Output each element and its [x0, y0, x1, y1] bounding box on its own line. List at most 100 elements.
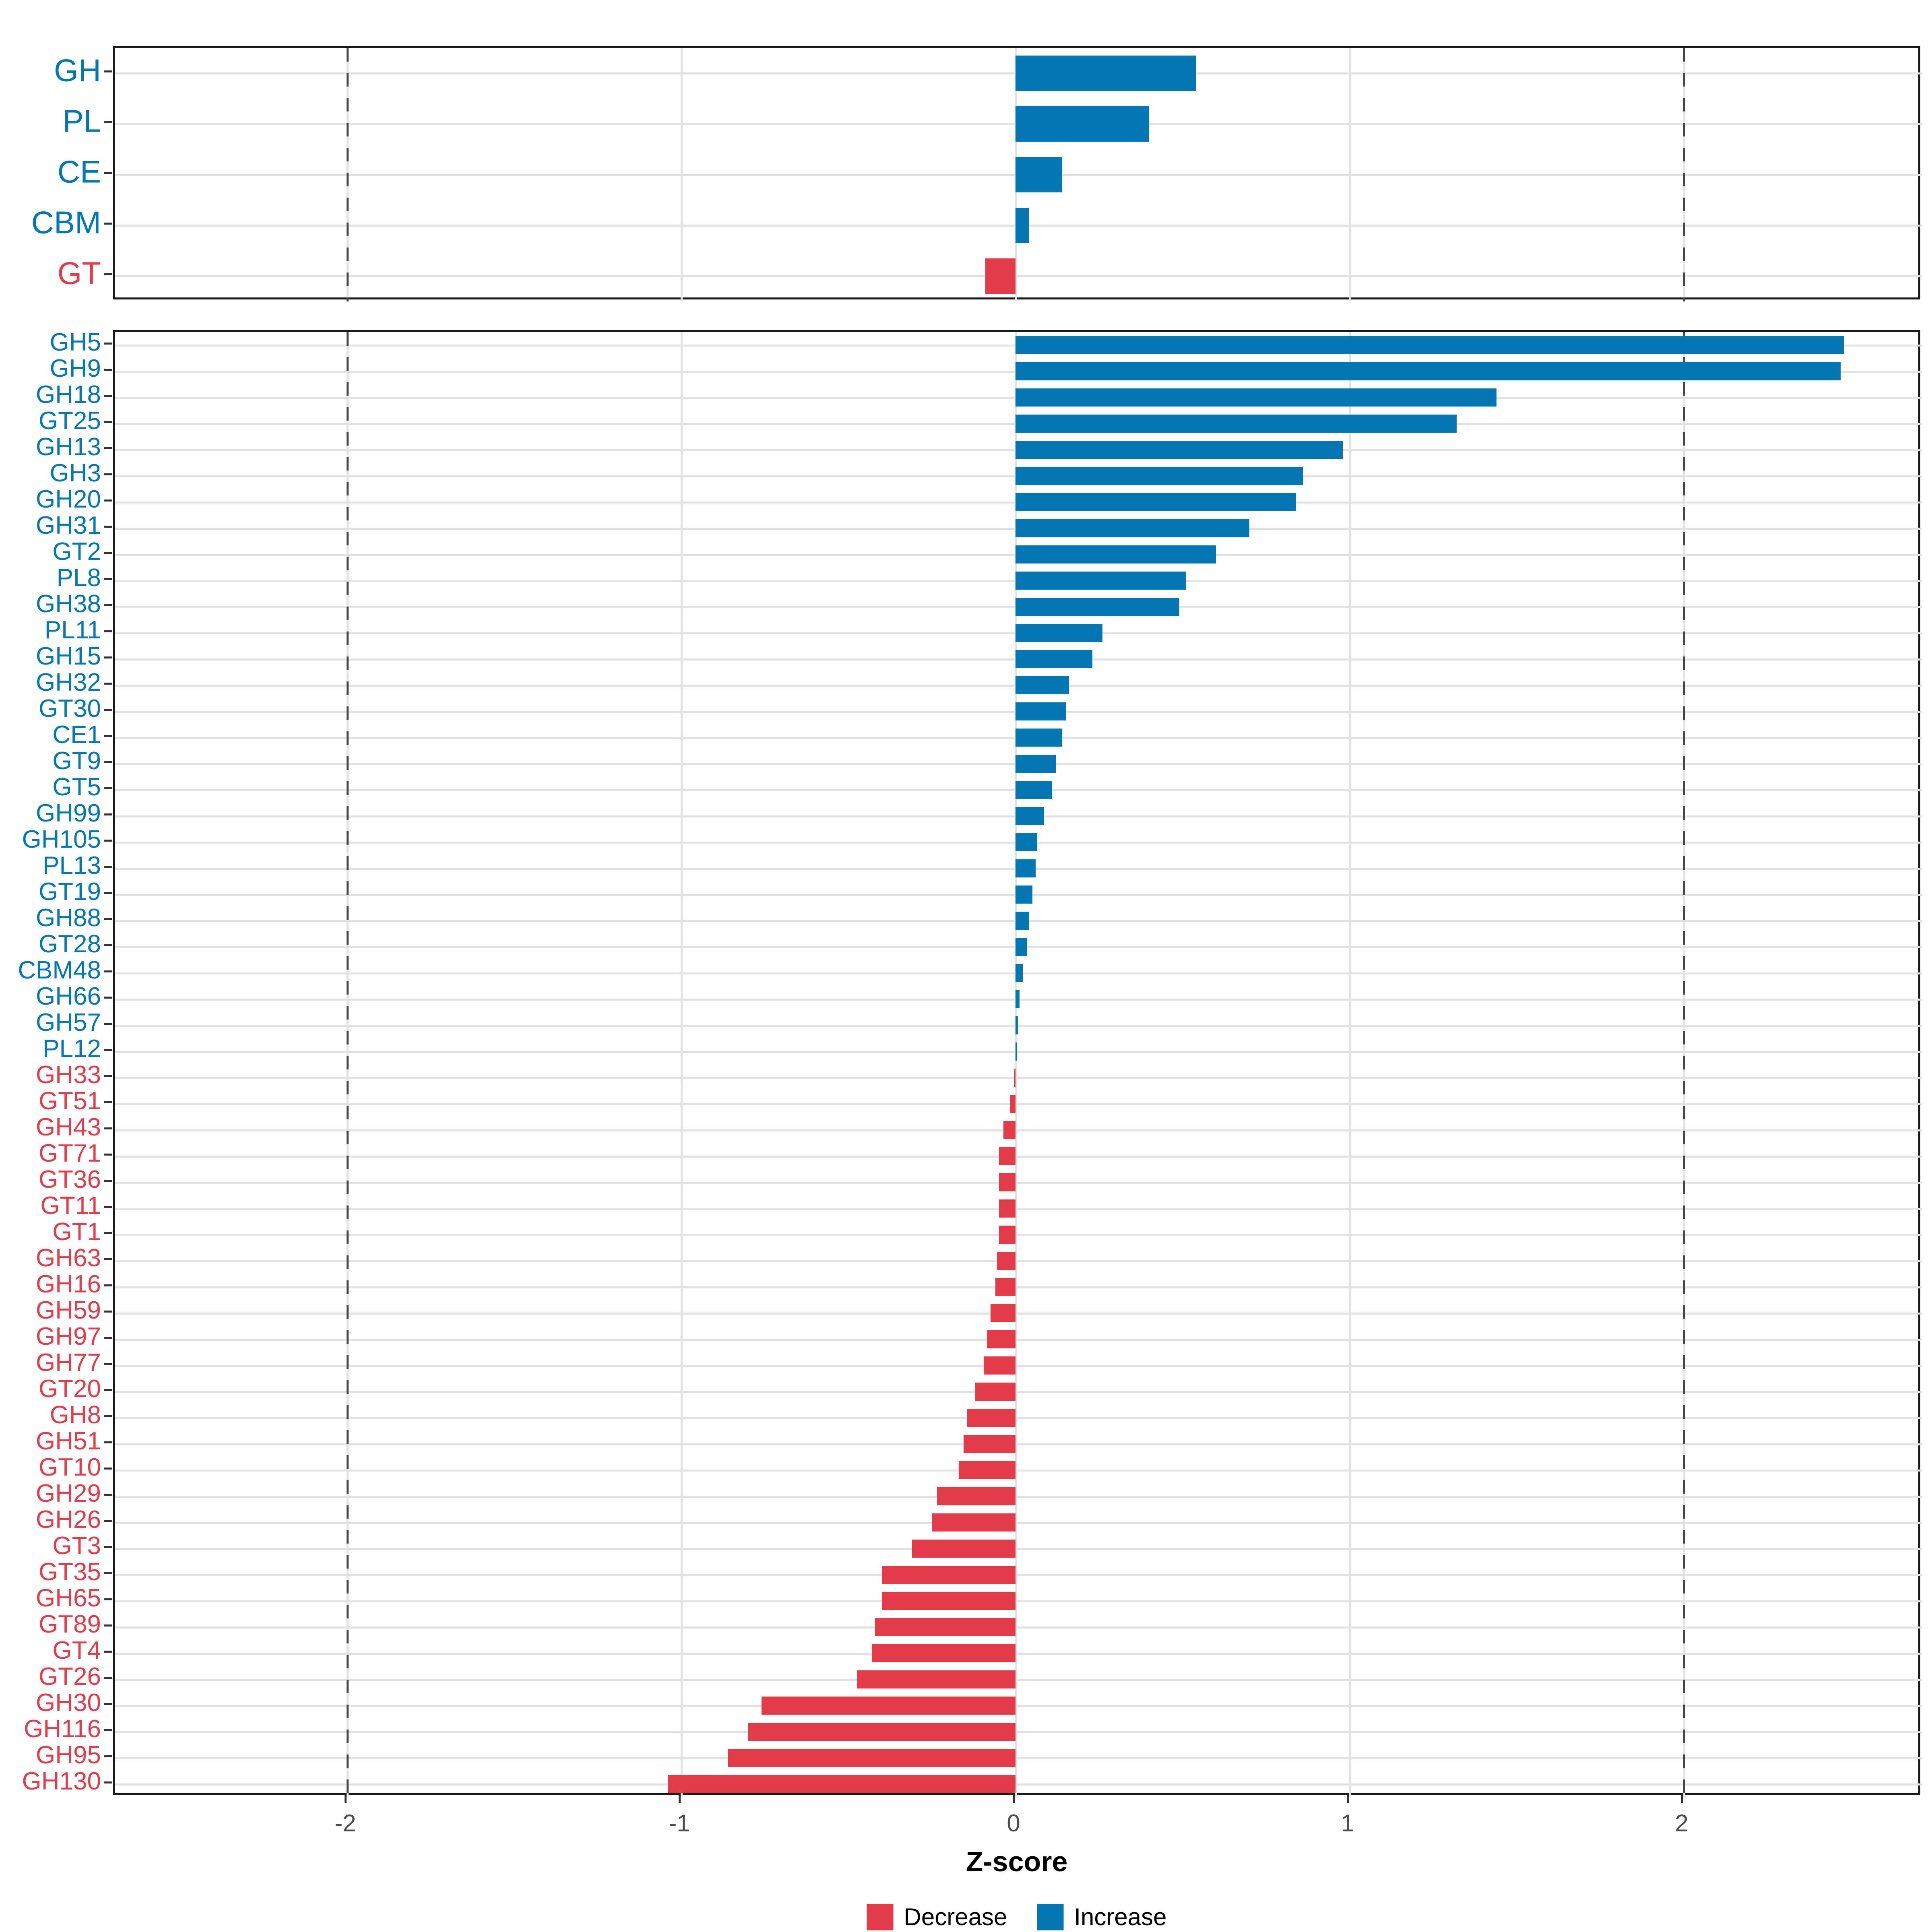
- y-axis-tick: [104, 735, 112, 737]
- bar: [1003, 1121, 1016, 1139]
- y-axis-tick: [104, 223, 112, 225]
- y-axis-tick: [104, 761, 112, 763]
- x-tick-label: 1: [1341, 1810, 1354, 1837]
- x-tick-label: 2: [1675, 1810, 1688, 1837]
- bar: [1016, 912, 1029, 930]
- y-axis-tick: [104, 473, 112, 475]
- category-label: GT71: [38, 1139, 101, 1167]
- bar: [1016, 493, 1296, 511]
- category-label: GH130: [22, 1767, 101, 1795]
- bar: [975, 1383, 1016, 1401]
- category-label: GH20: [36, 485, 101, 513]
- bar: [1016, 702, 1066, 720]
- bar: [1016, 415, 1457, 433]
- y-axis-tick: [104, 656, 112, 658]
- bar: [984, 1356, 1016, 1375]
- y-gridline: [115, 275, 1922, 277]
- category-label: PL13: [43, 851, 101, 879]
- bar: [857, 1670, 1016, 1688]
- y-axis-tick: [104, 1310, 112, 1313]
- y-axis-tick: [104, 1572, 112, 1574]
- bar: [1016, 519, 1249, 537]
- y-gridline: [115, 1678, 1922, 1681]
- category-label: GH99: [36, 799, 101, 827]
- bar: [1016, 1042, 1018, 1061]
- bar: [997, 1252, 1016, 1270]
- category-label: GH59: [36, 1296, 101, 1324]
- category-label: GT9: [52, 747, 101, 775]
- category-label: CE1: [52, 720, 101, 749]
- bar: [1016, 388, 1497, 407]
- category-label: GT20: [38, 1375, 101, 1403]
- legend-item-decrease: Decrease: [867, 1904, 1007, 1930]
- category-label: GT51: [38, 1087, 101, 1115]
- category-label: GH15: [36, 642, 101, 670]
- y-axis-tick: [104, 944, 112, 946]
- x-axis-tick: [1681, 1795, 1683, 1803]
- bar: [967, 1409, 1016, 1427]
- category-label: GH63: [36, 1244, 101, 1272]
- y-axis-tick: [104, 421, 112, 423]
- category-label: GH57: [36, 1008, 101, 1036]
- bar: [932, 1513, 1016, 1532]
- y-gridline: [115, 1077, 1922, 1079]
- y-gridline: [115, 1024, 1922, 1027]
- category-label: PL12: [43, 1034, 101, 1063]
- category-label: GT1: [52, 1218, 101, 1246]
- bar: [1014, 1069, 1016, 1087]
- category-label: GT30: [38, 694, 101, 722]
- category-label: GT5: [52, 773, 101, 801]
- category-label: GH5: [50, 328, 101, 356]
- legend: Decrease Increase: [867, 1904, 1166, 1930]
- category-label: GT3: [52, 1532, 101, 1560]
- y-gridline: [115, 1731, 1922, 1733]
- y-axis-tick: [104, 394, 112, 397]
- category-label: GT10: [38, 1453, 101, 1481]
- category-label: GH26: [36, 1505, 101, 1534]
- category-label: GT25: [38, 407, 101, 435]
- y-axis-tick: [104, 1179, 112, 1182]
- bar: [937, 1487, 1016, 1505]
- bar: [728, 1749, 1016, 1767]
- decrease-swatch-icon: [867, 1904, 894, 1930]
- y-axis-tick: [104, 1101, 112, 1103]
- category-label: GT28: [38, 930, 101, 958]
- bar: [1016, 467, 1303, 485]
- y-axis-tick: [104, 1624, 112, 1627]
- y-axis-tick: [104, 813, 112, 815]
- y-axis-tick: [104, 708, 112, 711]
- y-gridline: [115, 1521, 1922, 1524]
- y-gridline: [115, 1155, 1922, 1158]
- y-axis-tick: [104, 1441, 112, 1443]
- y-axis-tick: [104, 630, 112, 632]
- y-axis-tick: [104, 172, 112, 174]
- bar: [1016, 624, 1102, 642]
- y-gridline: [115, 1234, 1922, 1236]
- bar: [912, 1540, 1016, 1558]
- x-tick-label: 0: [1007, 1810, 1020, 1837]
- y-axis-tick: [104, 368, 112, 371]
- category-label: GH38: [36, 590, 101, 618]
- y-axis-tick: [104, 1022, 112, 1025]
- y-axis-tick: [104, 1755, 112, 1757]
- y-axis-tick: [104, 1258, 112, 1260]
- x-axis-tick: [345, 1795, 347, 1803]
- y-axis-tick: [104, 1232, 112, 1234]
- y-axis-tick: [104, 1205, 112, 1208]
- bar: [1016, 1016, 1018, 1034]
- bar: [1016, 833, 1037, 851]
- y-axis-tick: [104, 273, 112, 275]
- category-label: GH9: [50, 354, 101, 382]
- category-label: GH43: [36, 1113, 101, 1141]
- x-tick-label: -2: [334, 1810, 356, 1837]
- bar: [1016, 106, 1149, 142]
- reference-line: [347, 332, 349, 1797]
- category-label: GT26: [38, 1662, 101, 1690]
- y-gridline: [115, 1548, 1922, 1550]
- category-label: GH65: [36, 1584, 101, 1612]
- y-gridline: [115, 1783, 1922, 1785]
- bar: [1016, 990, 1020, 1008]
- y-axis-tick: [104, 1415, 112, 1417]
- y-axis-tick: [104, 447, 112, 449]
